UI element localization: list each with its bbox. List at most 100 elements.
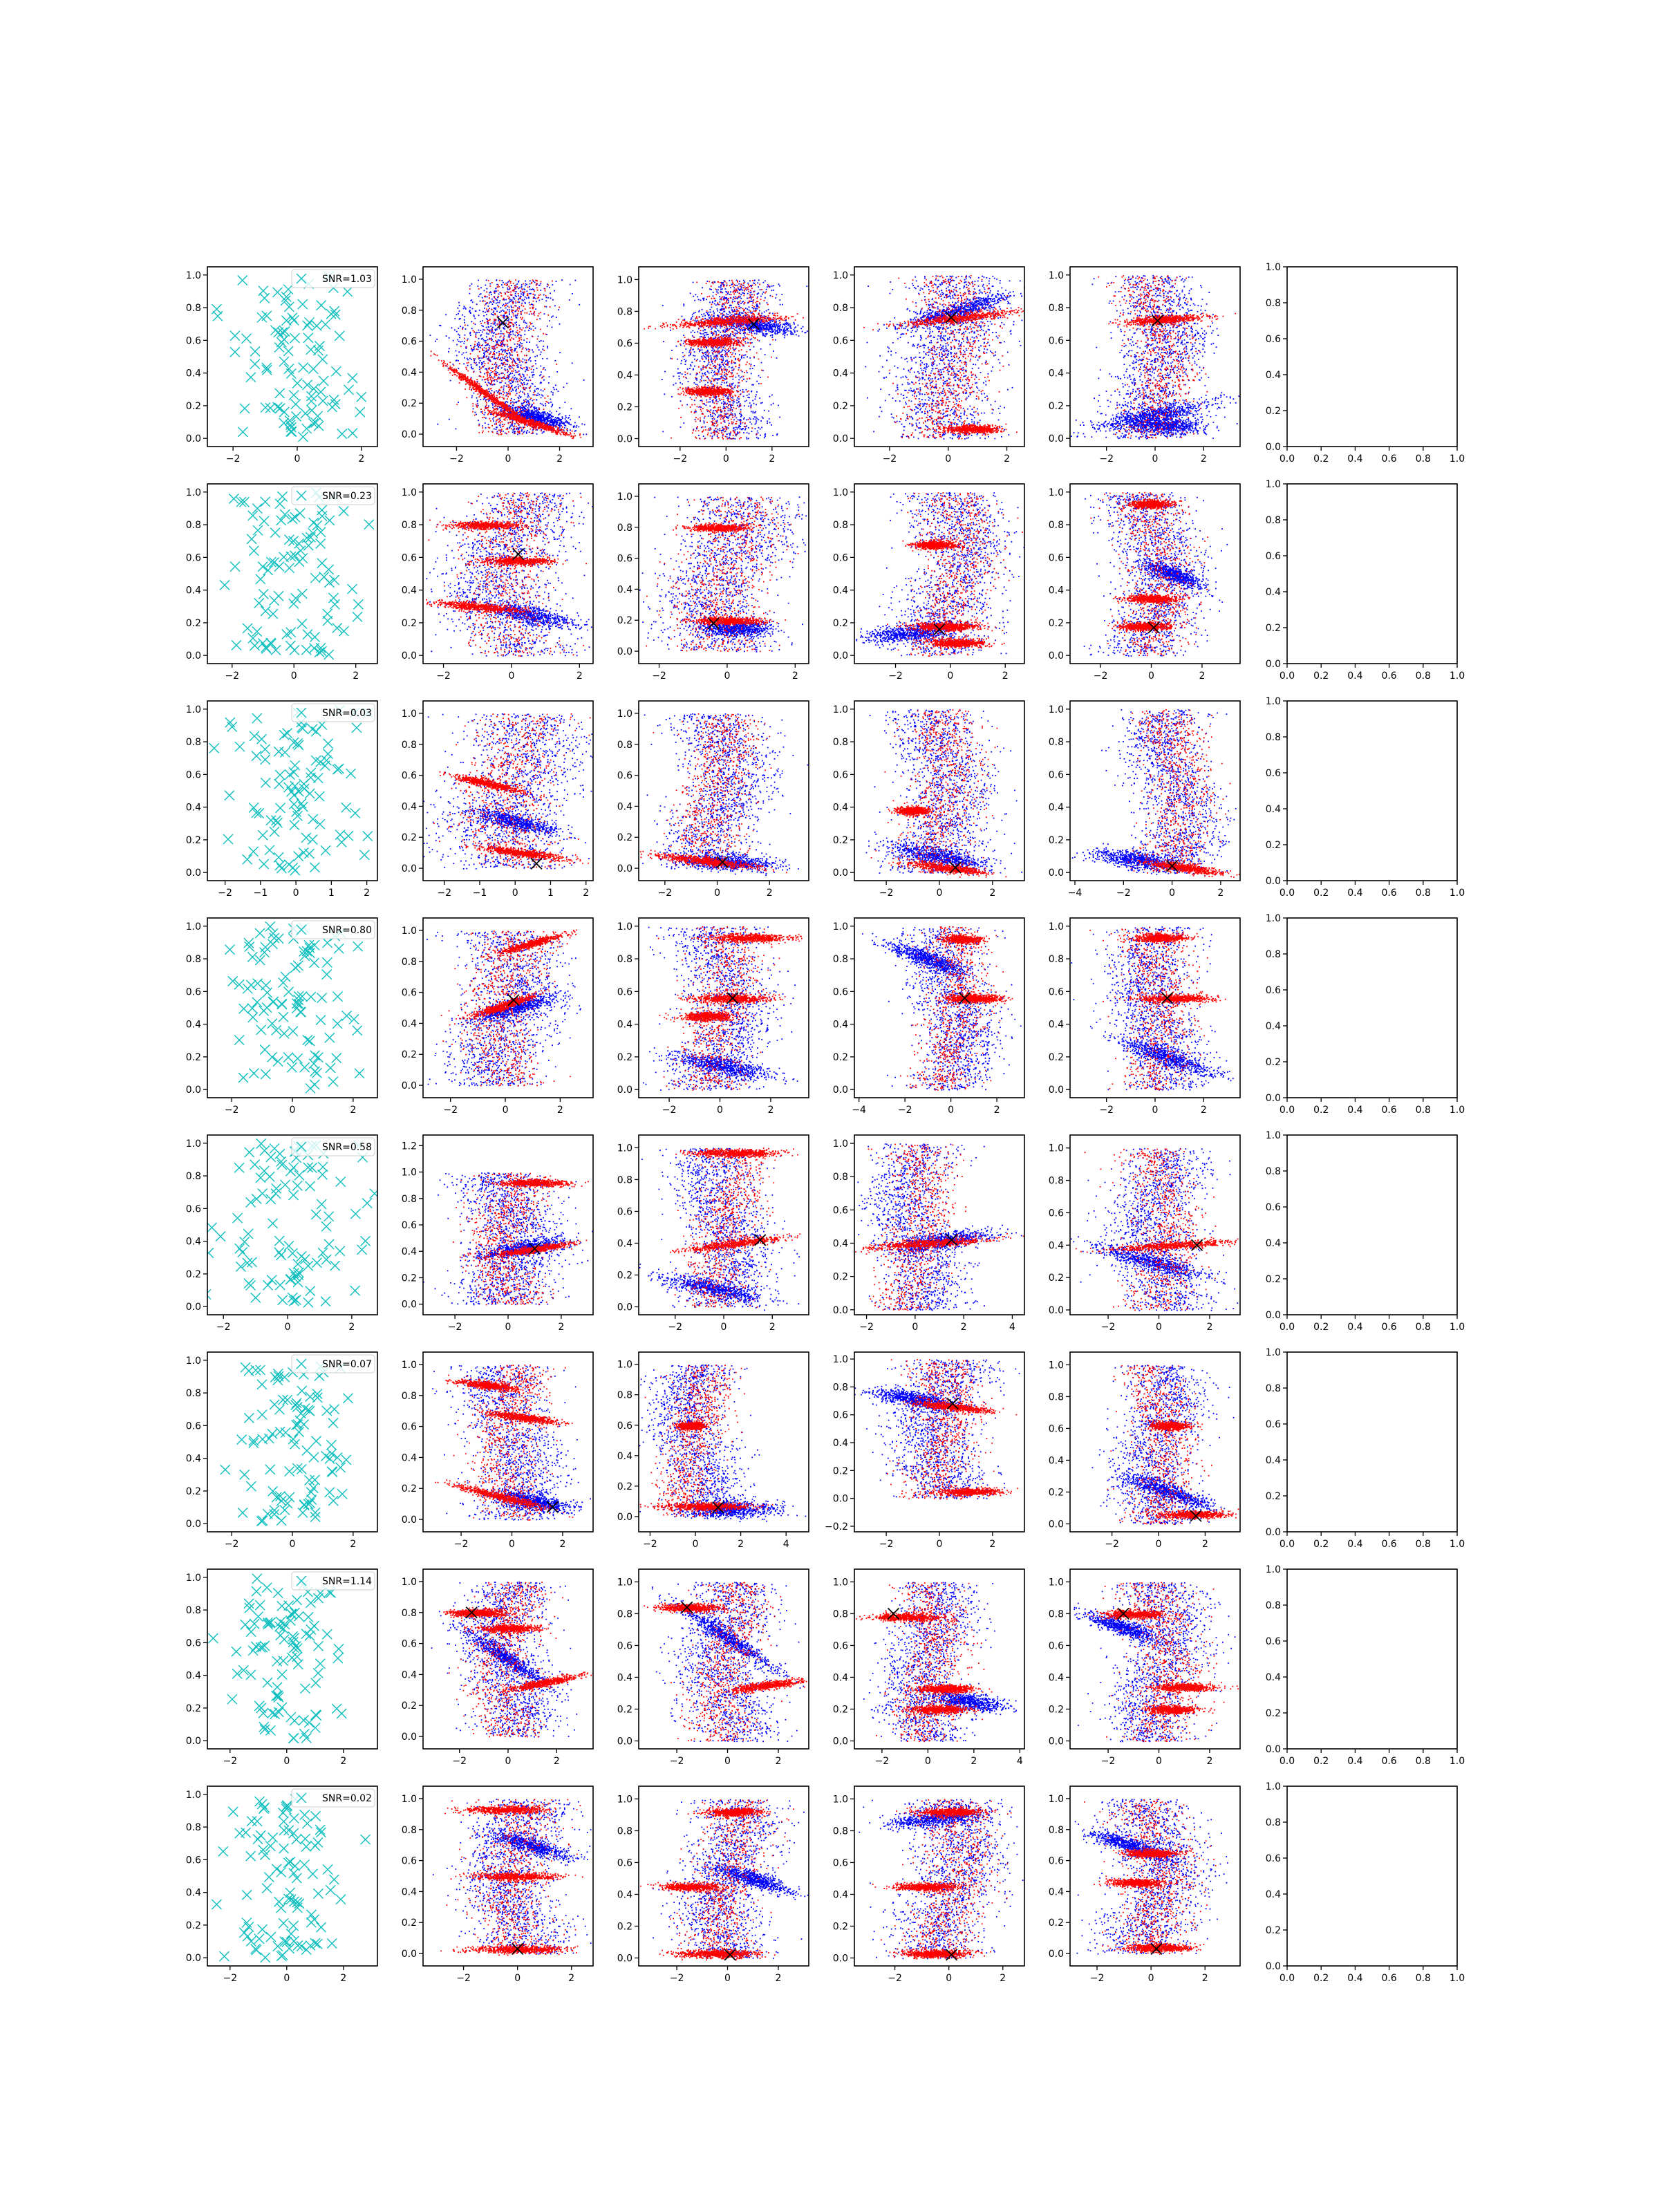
empty-r3-xtick-label-5: 1.0 bbox=[1450, 888, 1465, 899]
sample-marker bbox=[297, 798, 306, 808]
sample-marker bbox=[271, 645, 281, 655]
empty-r1-ytick-label-0: 0.0 bbox=[1266, 442, 1281, 453]
samples-points bbox=[208, 1574, 346, 1743]
sample-marker bbox=[260, 1803, 270, 1812]
scatter-r5-c4-ytick-label-5: 1.0 bbox=[833, 1138, 848, 1150]
sample-marker bbox=[235, 1828, 245, 1838]
sample-marker bbox=[334, 764, 344, 774]
samples-panel-row-4: SNR=0.80−2 0 20.00.20.40.60.81.0 bbox=[186, 918, 377, 1116]
empty-r7-xtick-label-0: 0.0 bbox=[1280, 1756, 1295, 1767]
sample-marker bbox=[299, 1860, 309, 1870]
samples-r4-ytick-label-3: 0.6 bbox=[186, 986, 201, 997]
sample-marker bbox=[324, 1239, 334, 1249]
blue-point-cloud bbox=[1092, 1365, 1244, 1525]
samples-r3-xtick-label-4: 2 bbox=[364, 888, 370, 899]
empty-r7-xtick-label-3: 0.6 bbox=[1381, 1756, 1396, 1767]
sample-marker bbox=[326, 1063, 335, 1073]
sample-marker bbox=[306, 345, 316, 355]
sample-marker bbox=[357, 392, 366, 402]
scatter-panel-r6-c3: −2 0 2 40.00.20.40.60.81.0 bbox=[617, 1352, 809, 1550]
empty-r8-xtick-label-5: 1.0 bbox=[1450, 1973, 1465, 1984]
sample-marker bbox=[333, 1653, 343, 1663]
red-point-cloud bbox=[863, 275, 1042, 440]
scatter-r2-c5-ytick-label-4: 0.8 bbox=[1049, 520, 1064, 531]
sample-marker bbox=[246, 1627, 256, 1637]
empty-r6-xtick-label-4: 0.8 bbox=[1416, 1539, 1431, 1550]
scatter-r5-c3-xtick-label-0: −2 bbox=[668, 1322, 682, 1333]
empty-panel-row-4: 0.0 0.2 0.4 0.6 0.8 1.00.00.20.40.60.81.0 bbox=[1266, 913, 1465, 1116]
scatter-r6-c5-xtick-label-0: −2 bbox=[1105, 1539, 1119, 1550]
empty-r6-frame bbox=[1287, 1352, 1457, 1532]
scatter-panel-r2-c2: −2 0 20.00.20.40.60.81.0 bbox=[398, 484, 619, 682]
empty-r6-ytick-label-2: 0.4 bbox=[1266, 1455, 1281, 1466]
scatter-r6-c3-ytick-label-1: 0.2 bbox=[617, 1481, 632, 1492]
sample-marker bbox=[317, 1199, 326, 1209]
scatter-r1-c5-xtick-label-2: 2 bbox=[1201, 453, 1207, 465]
sample-marker bbox=[305, 1406, 315, 1416]
empty-r3-frame bbox=[1287, 701, 1457, 881]
sample-marker bbox=[272, 288, 282, 297]
samples-r1-xtick-label-2: 2 bbox=[358, 453, 364, 465]
scatter-r6-c2-ytick-label-5: 1.0 bbox=[402, 1360, 417, 1371]
sample-marker bbox=[209, 743, 219, 753]
empty-r2-xtick-label-0: 0.0 bbox=[1280, 671, 1295, 682]
scatter-r6-c4-xtick-label-1: 0 bbox=[937, 1539, 943, 1550]
scatter-r1-c4-xtick-label-0: −2 bbox=[883, 453, 897, 465]
scatter-r6-c2-ytick-label-1: 0.2 bbox=[402, 1483, 417, 1494]
empty-r4-ytick-label-3: 0.6 bbox=[1266, 985, 1281, 996]
scatter-r5-c4-ytick-label-1: 0.2 bbox=[833, 1272, 848, 1283]
sample-marker bbox=[255, 1600, 265, 1610]
red-points bbox=[444, 1582, 617, 1737]
scatter-r1-c4-ytick-label-1: 0.2 bbox=[833, 401, 848, 412]
sample-marker bbox=[343, 1394, 353, 1403]
sample-marker bbox=[247, 1817, 256, 1826]
scatter-r3-c3-ytick-label-5: 1.0 bbox=[617, 709, 632, 720]
scatter-r6-c4-ytick-label-5: 0.8 bbox=[833, 1382, 848, 1393]
sample-marker bbox=[252, 997, 262, 1007]
scatter-r4-c3-xtick-label-0: −2 bbox=[662, 1105, 677, 1116]
sample-marker bbox=[294, 740, 303, 750]
scatter-r6-c5-ytick-label-5: 1.0 bbox=[1049, 1360, 1064, 1371]
samples-r4-xtick-label-1: 0 bbox=[290, 1105, 296, 1116]
sample-marker bbox=[341, 1455, 351, 1465]
scatter-r3-c2-ytick-label-3: 0.6 bbox=[402, 771, 417, 782]
samples-r1-ytick-label-2: 0.4 bbox=[186, 368, 201, 379]
scatter-r5-c3-ytick-label-0: 0.0 bbox=[617, 1302, 632, 1313]
sample-marker bbox=[348, 429, 357, 438]
sample-marker bbox=[247, 1004, 257, 1013]
scatter-r7-c3-ytick-label-1: 0.2 bbox=[617, 1704, 632, 1715]
sample-marker bbox=[263, 565, 273, 575]
empty-r5-ytick-label-5: 1.0 bbox=[1266, 1130, 1281, 1141]
sample-marker bbox=[270, 1143, 279, 1153]
sample-marker bbox=[316, 1015, 326, 1025]
samples-r8-ytick-label-0: 0.0 bbox=[186, 1953, 201, 1964]
scatter-r5-c5-ytick-label-0: 0.0 bbox=[1049, 1305, 1064, 1316]
scatter-r2-c2-ytick-label-1: 0.2 bbox=[402, 618, 417, 629]
samples-points bbox=[192, 1138, 379, 1307]
scatter-panel-r3-c5: −4 −2 0 20.00.20.40.60.81.0 bbox=[1049, 701, 1244, 899]
scatter-r1-c3-xtick-label-1: 0 bbox=[723, 453, 729, 465]
samples-r7-ytick-label-5: 1.0 bbox=[186, 1573, 201, 1584]
samples-r1-ytick-label-1: 0.2 bbox=[186, 401, 201, 412]
sample-marker bbox=[346, 769, 356, 778]
scatter-r5-c3-ytick-label-4: 0.8 bbox=[617, 1174, 632, 1185]
scatter-r1-c4-ytick-label-2: 0.4 bbox=[833, 368, 848, 379]
sample-marker bbox=[290, 821, 299, 830]
sample-marker bbox=[234, 1163, 244, 1172]
empty-r2-xtick-label-3: 0.6 bbox=[1381, 671, 1396, 682]
empty-r3-ytick-label-1: 0.2 bbox=[1266, 840, 1281, 851]
scatter-r1-c5-ytick-label-4: 0.8 bbox=[1049, 303, 1064, 314]
scatter-r1-c4-ytick-label-3: 0.6 bbox=[833, 335, 848, 346]
scatter-r4-c5-ytick-label-0: 0.0 bbox=[1049, 1085, 1064, 1096]
sample-marker bbox=[208, 1633, 218, 1643]
sample-marker bbox=[258, 830, 268, 840]
scatter-r5-c5-xtick-label-2: 2 bbox=[1206, 1322, 1212, 1333]
scatter-r8-c3-ytick-label-0: 0.0 bbox=[617, 1953, 632, 1964]
sample-marker bbox=[293, 1053, 303, 1063]
sample-marker bbox=[355, 407, 365, 417]
sample-marker bbox=[289, 1813, 299, 1823]
sample-marker bbox=[265, 845, 274, 855]
scatter-r3-c4-ytick-label-5: 1.0 bbox=[833, 704, 848, 715]
empty-r1-ytick-label-1: 0.2 bbox=[1266, 406, 1281, 417]
scatter-r8-c2-ytick-label-3: 0.6 bbox=[402, 1856, 417, 1867]
